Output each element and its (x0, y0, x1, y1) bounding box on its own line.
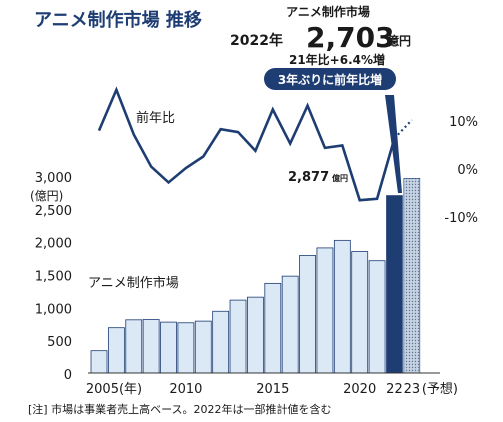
badge: 3年ぶりに前年比増 (264, 68, 396, 90)
x-axis-tick-label: 2020 (343, 382, 376, 397)
bar (299, 255, 316, 374)
left-axis-tick-label: 2,000 (35, 237, 72, 252)
bar-series (90, 177, 421, 374)
forecast-bar (403, 177, 421, 374)
bar (333, 239, 351, 374)
bar (125, 319, 143, 374)
yoy-forecast-line (393, 119, 413, 140)
bar-annotation-value: 2,877 (288, 170, 329, 185)
bar (194, 320, 212, 374)
highlight-year-label: 2022年 (230, 32, 283, 49)
yoy-line-series (97, 86, 413, 202)
bar (368, 260, 386, 374)
yoy-line (97, 86, 396, 202)
bar (107, 327, 125, 374)
highlight-label: アニメ制作市場 (286, 4, 370, 19)
footnote: [注] 市場は事業者売上高ベース。2022年は一部推計値を含む (28, 402, 332, 416)
right-axis: 10% 0% -10% (444, 115, 478, 226)
left-axis-tick-label: 500 (47, 335, 72, 350)
bar-annotation-unit: 億円 (332, 173, 348, 183)
bar (316, 247, 334, 374)
bar (177, 322, 195, 374)
bar-series-label: アニメ制作市場 (88, 275, 179, 291)
x-axis-tick-label: 2005(年) (86, 382, 142, 397)
badge-text: 3年ぶりに前年比増 (278, 72, 382, 87)
x-axis-tick-label: 2010 (169, 382, 202, 397)
bar (142, 319, 160, 374)
line-series-label: 前年比 (136, 110, 175, 126)
left-axis-tick-label: 1,000 (35, 302, 72, 317)
highlight-change: 21年比+6.4%増 (289, 52, 385, 67)
bar (247, 296, 264, 374)
left-axis-tick-label: 2,500 (35, 204, 72, 219)
left-axis: 0 500 1,000 1,500 2,000 2,500 3,000 (35, 171, 72, 383)
badge-background (264, 68, 396, 90)
x-axis-tick-label: 22 (386, 382, 403, 397)
bar (212, 310, 230, 374)
bar (281, 275, 299, 374)
x-axis: 2005(年) 2010 2015 2020 22 23 (予想) (86, 381, 458, 397)
highlight-value: 2,703 (306, 21, 395, 54)
x-axis-tick-label: (予想) (422, 381, 458, 397)
x-axis-tick-label: 23 (404, 382, 421, 397)
left-axis-tick-label: 3,000 (35, 171, 72, 186)
chart-title: アニメ制作市場 推移 (34, 9, 202, 31)
left-axis-unit: (億円) (30, 189, 63, 203)
right-axis-tick-label: 10% (449, 115, 478, 130)
right-axis-tick-label: 0% (457, 163, 478, 178)
bar (229, 299, 247, 374)
highlight-bar (386, 195, 403, 374)
x-axis-tick-label: 2015 (256, 382, 289, 397)
bar (351, 251, 369, 374)
left-axis-tick-label: 0 (64, 368, 72, 383)
bar (90, 350, 108, 374)
right-axis-tick-label: -10% (444, 211, 478, 226)
bar (264, 282, 282, 374)
highlight-unit: 億円 (387, 33, 411, 48)
bar (160, 321, 177, 374)
left-axis-tick-label: 1,500 (35, 270, 72, 285)
